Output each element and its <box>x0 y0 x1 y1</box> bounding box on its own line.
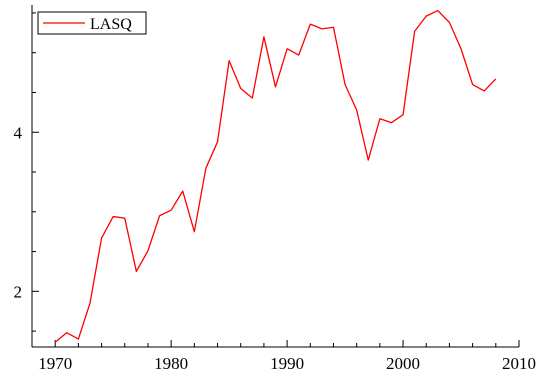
series-line-lasq <box>54 9 497 343</box>
y-tick-label: 2 <box>14 282 23 301</box>
legend-box <box>37 11 147 35</box>
legend: LASQ <box>37 11 147 35</box>
y-tick-label: 4 <box>14 123 23 142</box>
x-tick-label: 2010 <box>502 354 536 373</box>
legend-label: LASQ <box>90 16 132 33</box>
x-tick-label: 1970 <box>38 354 72 373</box>
x-tick-label: 1980 <box>154 354 188 373</box>
axes: 1970 1980 1990 2000 2010 2 4 <box>14 5 536 373</box>
series-layer <box>54 9 497 343</box>
x-tick-label: 1990 <box>270 354 304 373</box>
x-tick-label: 2000 <box>386 354 420 373</box>
